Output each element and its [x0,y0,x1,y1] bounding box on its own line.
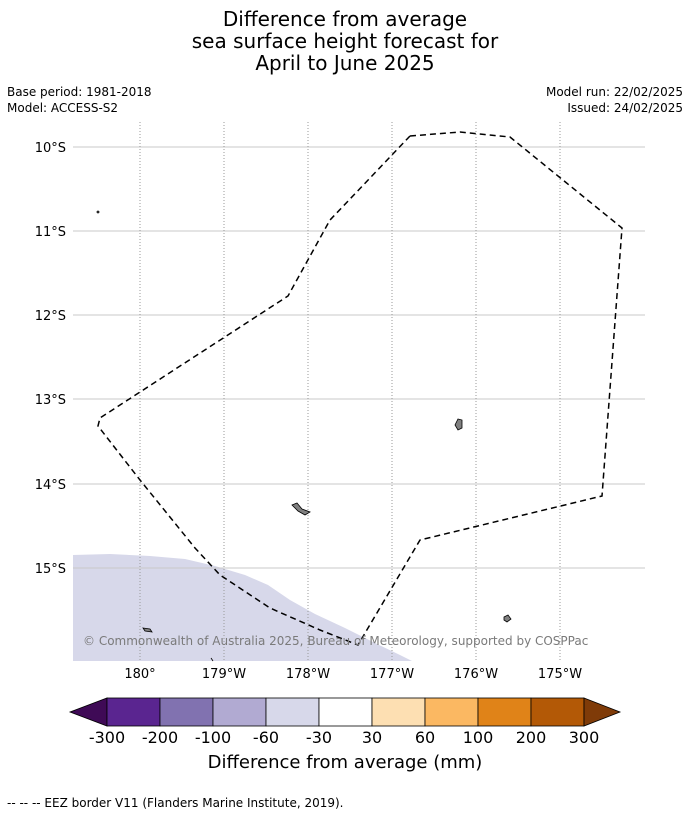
island-southeast [503,614,512,623]
colorbar-segment [477,697,532,727]
lon-label: 180° [124,667,155,682]
map-area: 10°S 11°S 12°S 13°S 14°S 15°S 180° 179°W… [35,122,645,682]
lat-gridlines [73,146,645,569]
island-southwest [142,627,153,633]
meta-right: Model run: 22/02/2025 Issued: 24/02/2025 [546,84,683,116]
colorbar-over-arrow [583,697,622,727]
colorbar-segment [318,697,373,727]
island-central [291,502,311,516]
islet-northwest [96,210,100,214]
lat-label: 11°S [35,225,66,240]
colorbar-tick: 60 [415,728,435,747]
colorbar-segment [212,697,267,727]
base-period: Base period: 1981-2018 [7,85,152,99]
colorbar-segment [424,697,479,727]
model-run: Model run: 22/02/2025 [545,85,683,99]
lon-label: 179°W [202,667,246,682]
lon-label: 176°W [454,667,498,682]
title-line-2: sea surface height forecast for [191,29,499,53]
lon-label: 178°W [286,667,330,682]
map-title: Difference from average sea surface heig… [0,8,690,74]
meta-left: Base period: 1981-2018 Model: ACCESS-S2 [7,84,152,116]
lat-labels: 10°S 11°S 12°S 13°S 14°S 15°S [35,141,66,577]
lon-label: 175°W [538,667,582,682]
model-name: Model: ACCESS-S2 [7,101,119,115]
eez-border [97,131,623,646]
colorbar-segment [371,697,426,727]
issued-date: Issued: 24/02/2025 [567,101,683,115]
colorbar-tick: 30 [362,728,382,747]
colorbar-tick: -300 [89,728,125,747]
title-line-3: April to June 2025 [255,51,435,75]
lat-label: 12°S [35,309,66,324]
colorbar-segment [106,697,161,727]
colorbar-ticks: -300 -200 -100 -60 -30 30 60 100 200 300 [89,728,599,747]
colorbar-tick: 200 [516,728,547,747]
island-east [454,418,463,431]
eez-legend-note: -- -- -- EEZ border V11 (Flanders Marine… [7,796,344,810]
colorbar [68,697,622,727]
colorbar-tick: -60 [253,728,279,747]
lon-label: 177°W [370,667,414,682]
lon-labels: 180° 179°W 178°W 177°W 176°W 175°W [124,667,582,682]
colorbar-title: Difference from average (mm) [207,752,483,773]
lat-label: 13°S [35,393,66,408]
colorbar-tick: -200 [142,728,178,747]
copyright-notice: © Commonwealth of Australia 2025, Bureau… [83,634,588,648]
islet-south [210,657,214,662]
colorbar-under-arrow [68,697,108,727]
colorbar-tick: 100 [463,728,494,747]
colorbar-tick: 300 [569,728,600,747]
colorbar-segment [159,697,214,727]
lat-label: 14°S [35,478,66,493]
colorbar-segment [265,697,320,727]
colorbar-tick: -30 [306,728,332,747]
lat-label: 15°S [35,562,66,577]
colorbar-segment [530,697,585,727]
colorbar-tick: -100 [195,728,231,747]
title-line-1: Difference from average [222,7,468,31]
anomaly-region [73,554,412,661]
lat-label: 10°S [35,141,66,156]
islands [96,210,512,662]
